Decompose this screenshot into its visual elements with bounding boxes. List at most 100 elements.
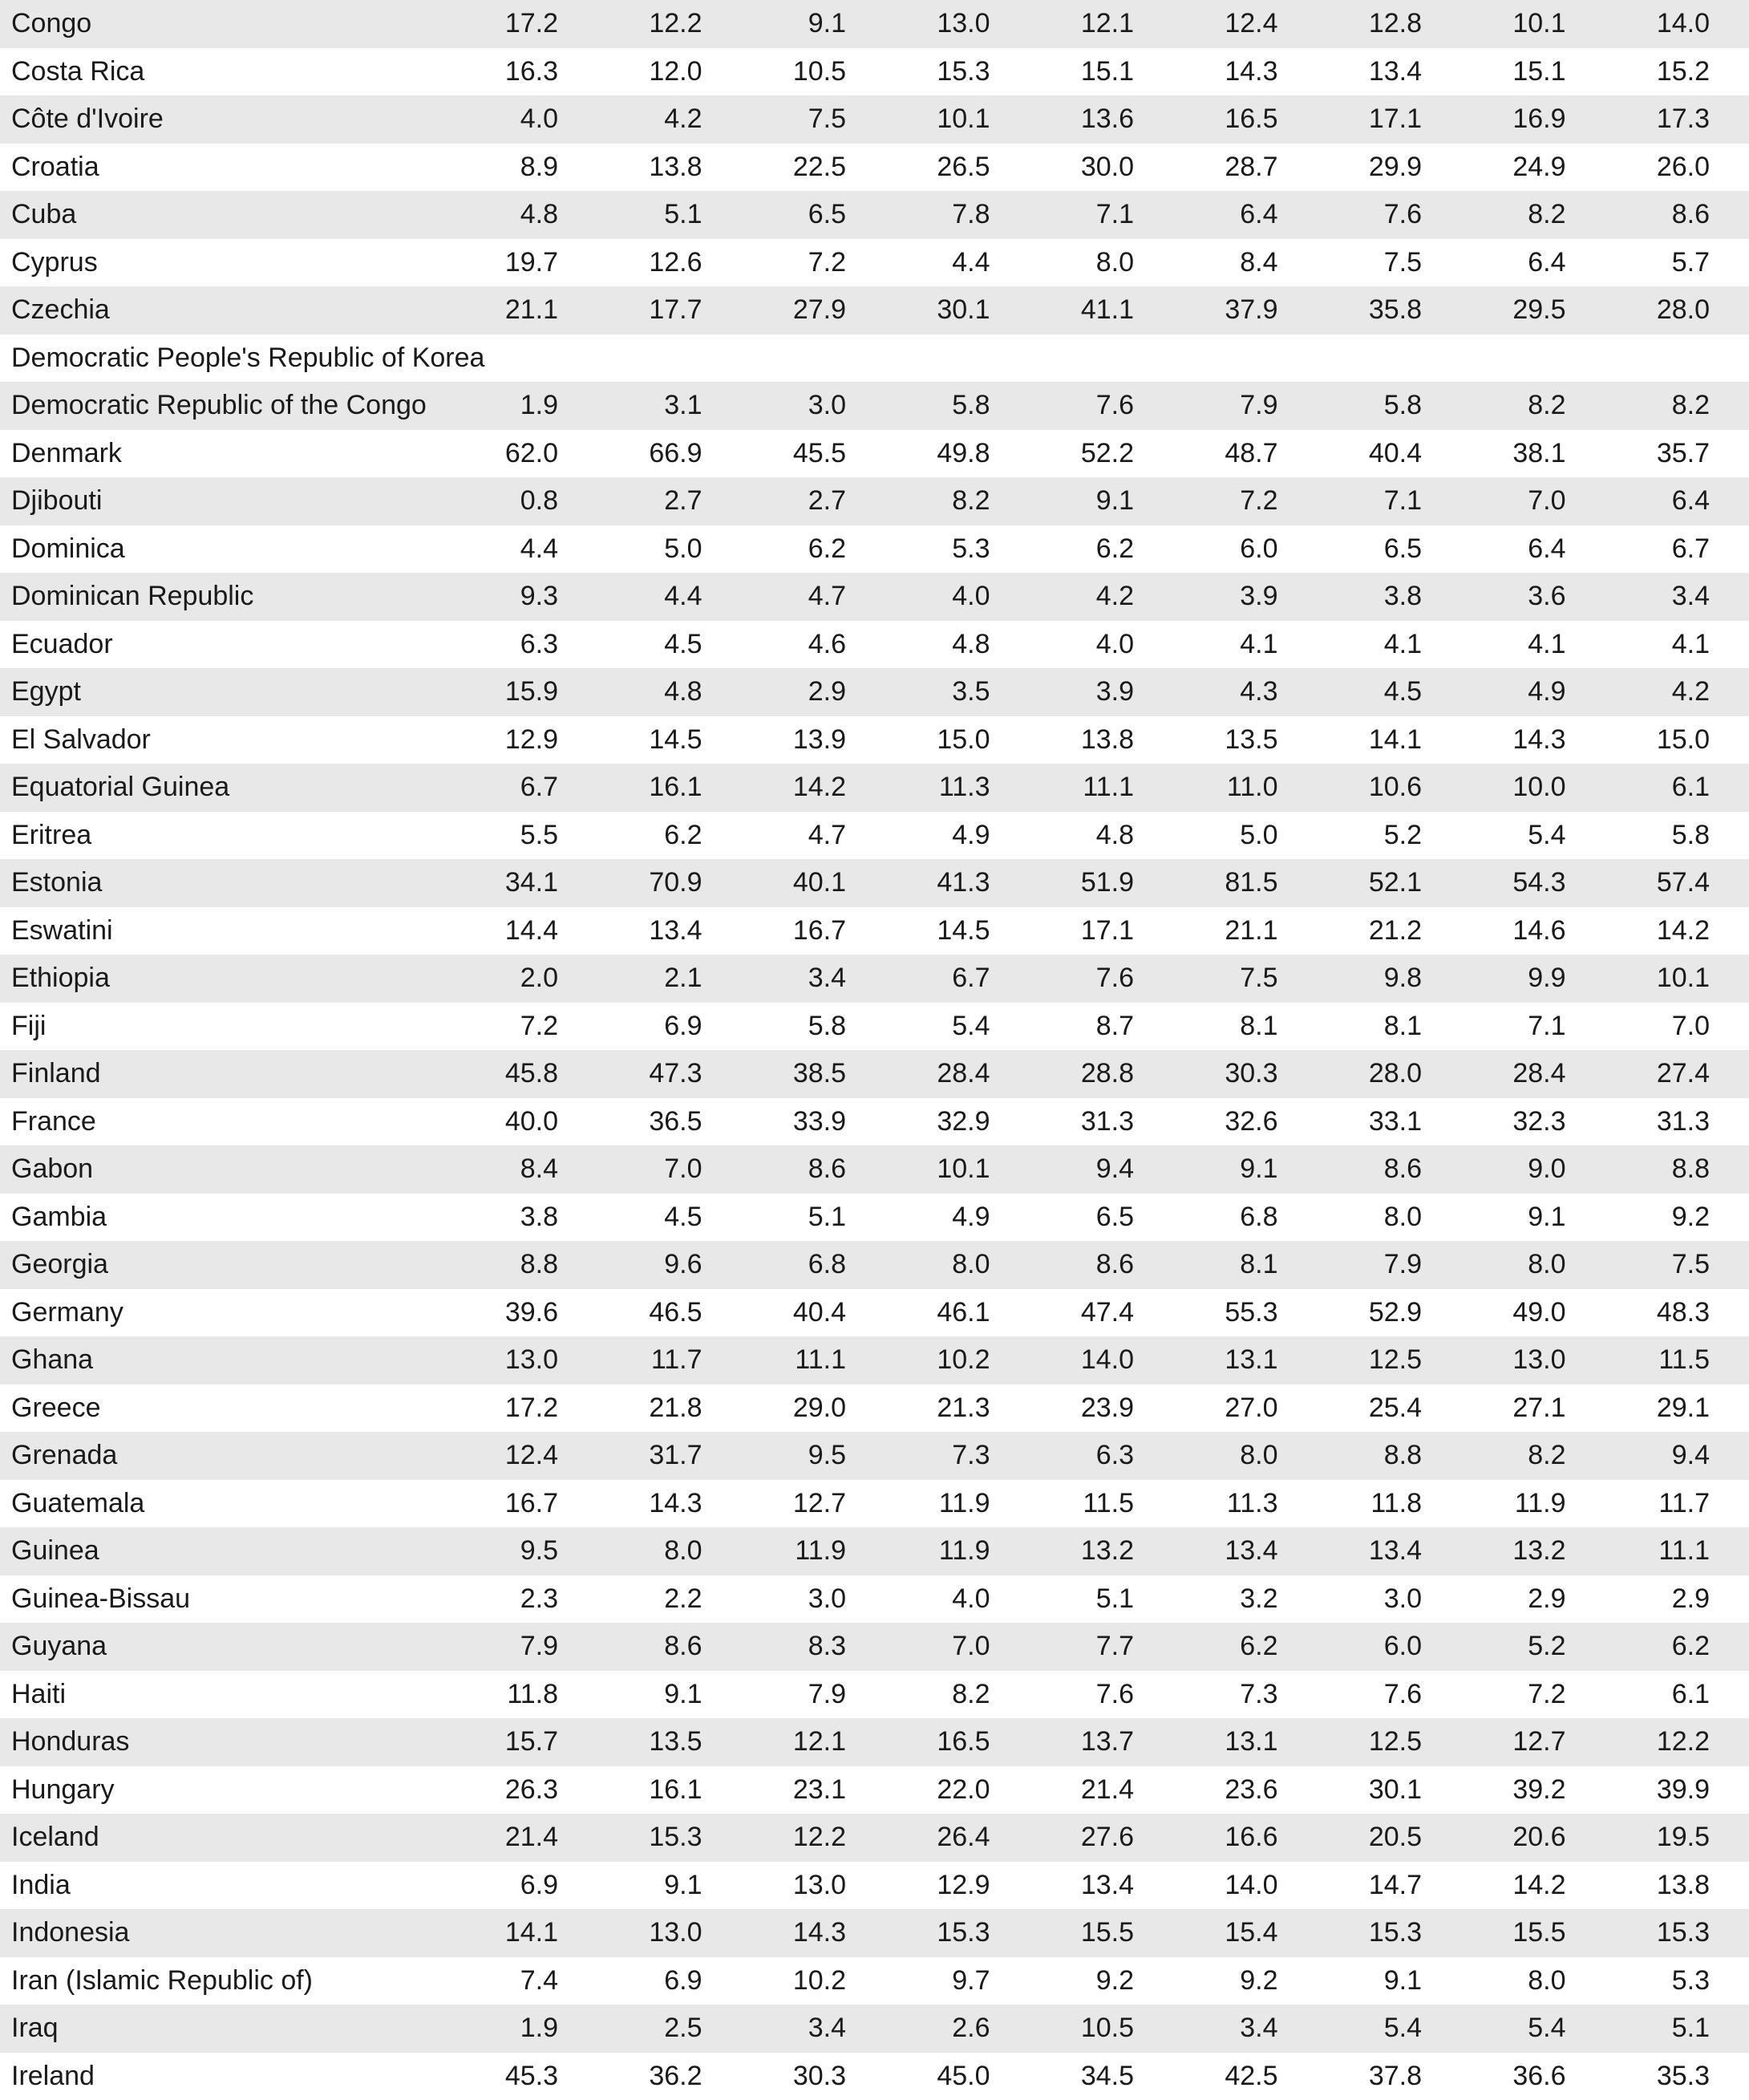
value-cell: 16.1 xyxy=(558,1774,702,1806)
value-cell: 5.4 xyxy=(846,1011,990,1042)
value-cell: 48.3 xyxy=(1566,1297,1711,1328)
value-cell: 13.8 xyxy=(990,724,1135,756)
value-cell: 15.2 xyxy=(1566,56,1711,87)
value-cell: 23.9 xyxy=(990,1393,1135,1424)
country-name-cell: Cuba xyxy=(0,199,449,230)
country-name-cell: Eritrea xyxy=(0,820,449,851)
value-cell: 12.5 xyxy=(1278,1726,1423,1757)
value-cell: 8.7 xyxy=(990,1011,1135,1042)
value-cell: 6.8 xyxy=(1134,1202,1278,1233)
value-cell: 14.6 xyxy=(1422,915,1566,947)
value-cell: 36.5 xyxy=(558,1106,702,1137)
country-name-cell: Grenada xyxy=(0,1440,449,1471)
value-cell: 19.5 xyxy=(1566,1822,1711,1853)
value-cell: 9.7 xyxy=(846,1965,990,1997)
value-cell: 37.9 xyxy=(1134,294,1278,326)
value-cell: 29.9 xyxy=(1278,152,1423,183)
value-cell: 11.7 xyxy=(1566,1488,1711,1519)
value-cell: 11.8 xyxy=(462,1679,558,1710)
value-cell: 6.5 xyxy=(990,1202,1135,1233)
value-cell: 5.8 xyxy=(1278,390,1423,421)
value-cell: 15.3 xyxy=(1566,1917,1711,1948)
value-cell: 15.1 xyxy=(1422,56,1566,87)
value-cell: 39.9 xyxy=(1566,1774,1711,1806)
value-cell: 6.3 xyxy=(462,629,558,660)
country-name-cell: Indonesia xyxy=(0,1917,449,1948)
value-cell: 35.3 xyxy=(1566,2061,1711,2092)
value-cell: 55.3 xyxy=(1134,1297,1278,1328)
value-cell: 8.3 xyxy=(702,1631,847,1662)
value-cell: 14.3 xyxy=(1134,56,1278,87)
value-cell: 7.6 xyxy=(1278,1679,1423,1710)
value-cell: 15.5 xyxy=(990,1917,1135,1948)
country-name-cell: Denmark xyxy=(0,438,449,469)
value-cell: 5.2 xyxy=(1278,820,1423,851)
value-cell: 11.9 xyxy=(846,1535,990,1567)
value-cell: 1.9 xyxy=(462,390,558,421)
value-cell: 15.1 xyxy=(990,56,1135,87)
value-cell: 12.1 xyxy=(990,8,1135,39)
value-cell: 14.1 xyxy=(1278,724,1423,756)
value-cell: 7.6 xyxy=(990,963,1135,994)
value-cell: 32.9 xyxy=(846,1106,990,1137)
value-cell: 15.3 xyxy=(846,56,990,87)
value-cell: 7.0 xyxy=(1422,485,1566,517)
value-cell: 57.4 xyxy=(1566,867,1711,898)
country-name-cell: Fiji xyxy=(0,1011,449,1042)
value-cell: 7.9 xyxy=(462,1631,558,1662)
country-name-cell: Gabon xyxy=(0,1153,449,1185)
value-cell: 6.4 xyxy=(1134,199,1278,230)
value-cell: 4.9 xyxy=(846,820,990,851)
value-cell: 29.5 xyxy=(1422,294,1566,326)
value-cell: 9.2 xyxy=(1134,1965,1278,1997)
value-cell: 7.0 xyxy=(1566,1011,1711,1042)
value-cell: 6.9 xyxy=(558,1011,702,1042)
country-name-cell: Iraq xyxy=(0,2013,449,2044)
value-cell: 52.9 xyxy=(1278,1297,1423,1328)
country-name-cell: Hungary xyxy=(0,1774,449,1806)
value-cell: 16.5 xyxy=(846,1726,990,1757)
value-cell: 6.2 xyxy=(1566,1631,1711,1662)
value-cell: 8.1 xyxy=(1134,1249,1278,1280)
value-cell: 41.3 xyxy=(846,867,990,898)
value-cell: 45.3 xyxy=(462,2061,558,2092)
value-cell: 8.6 xyxy=(1278,1153,1423,1185)
value-cell: 13.4 xyxy=(1134,1535,1278,1567)
value-cell: 13.0 xyxy=(702,1870,847,1901)
value-cell: 16.3 xyxy=(462,56,558,87)
value-cell: 17.1 xyxy=(1278,103,1423,135)
value-cell: 8.2 xyxy=(1422,1440,1566,1471)
value-cell: 0.8 xyxy=(462,485,558,517)
value-cell: 13.0 xyxy=(462,1344,558,1376)
country-name-cell: Ghana xyxy=(0,1344,449,1376)
value-cell: 10.2 xyxy=(702,1965,847,1997)
value-cell: 6.5 xyxy=(702,199,847,230)
value-cell: 7.7 xyxy=(990,1631,1135,1662)
value-cell: 5.1 xyxy=(990,1583,1135,1615)
value-cell: 9.1 xyxy=(558,1870,702,1901)
value-cell: 5.0 xyxy=(1134,820,1278,851)
value-cell: 15.3 xyxy=(846,1917,990,1948)
value-cell: 4.9 xyxy=(846,1202,990,1233)
value-cell: 4.8 xyxy=(990,820,1135,851)
value-cell: 49.8 xyxy=(846,438,990,469)
value-cell: 6.4 xyxy=(1422,533,1566,565)
value-cell: 12.4 xyxy=(1134,8,1278,39)
value-cell: 31.3 xyxy=(990,1106,1135,1137)
value-cell: 13.4 xyxy=(1278,1535,1423,1567)
value-cell: 14.3 xyxy=(702,1917,847,1948)
